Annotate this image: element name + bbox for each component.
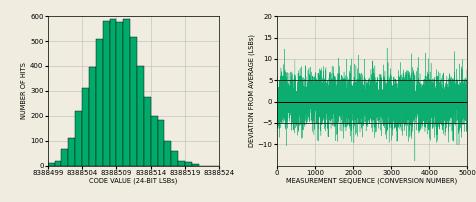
Bar — [178, 161, 185, 166]
Bar — [144, 97, 150, 166]
Bar — [123, 19, 130, 166]
Bar — [82, 88, 89, 166]
Bar — [191, 164, 198, 166]
Bar — [61, 149, 68, 166]
Bar — [164, 141, 171, 166]
Bar — [96, 39, 102, 166]
Bar — [75, 111, 82, 166]
Bar — [109, 19, 116, 166]
Bar — [116, 22, 123, 166]
Y-axis label: NUMBER OF HITS: NUMBER OF HITS — [21, 62, 27, 119]
Bar — [68, 138, 75, 166]
Bar — [89, 67, 96, 166]
Bar — [102, 21, 109, 166]
Bar — [185, 162, 191, 166]
X-axis label: MEASUREMENT SEQUENCE (CONVERSION NUMBER): MEASUREMENT SEQUENCE (CONVERSION NUMBER) — [286, 177, 457, 184]
Bar — [171, 151, 178, 166]
Bar — [150, 116, 157, 166]
Bar — [48, 163, 54, 166]
Bar — [157, 120, 164, 166]
Bar — [54, 161, 61, 166]
Bar — [137, 66, 144, 166]
X-axis label: CODE VALUE (24-BIT LSBs): CODE VALUE (24-BIT LSBs) — [89, 177, 178, 184]
Y-axis label: DEVIATION FROM AVERAGE (LSBs): DEVIATION FROM AVERAGE (LSBs) — [248, 34, 254, 147]
Bar — [130, 37, 137, 166]
